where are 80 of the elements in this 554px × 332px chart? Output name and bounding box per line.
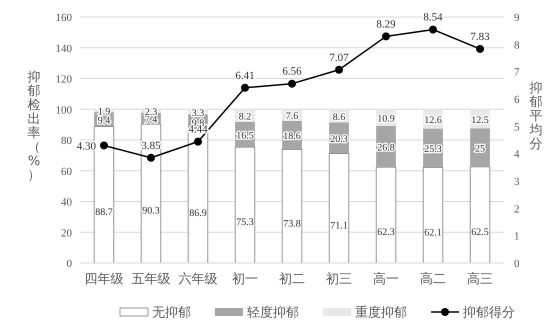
data-label: 20.3 [330, 134, 348, 146]
y-tick-label: 120 [56, 74, 72, 86]
data-label: 25.3 [424, 144, 442, 156]
data-label: 62.3 [377, 227, 395, 238]
y2-tick-label: 6 [514, 94, 520, 106]
data-label: 9.4 [98, 115, 110, 126]
data-label: 88.7 [95, 206, 113, 218]
data-label: 12.6 [424, 114, 442, 126]
data-label: 7.6 [286, 111, 298, 122]
y2-axis-title: 抑郁平均分 [528, 81, 542, 152]
data-label: 8.54 [423, 12, 444, 24]
y2-tick-label: 3 [514, 176, 520, 188]
data-label: 75.3 [236, 217, 254, 228]
y2-tick-label: 5 [514, 121, 520, 134]
data-label: 90.3 [142, 206, 160, 217]
y2-tick-label: 1 [514, 230, 520, 243]
x-tick-label: 高三 [467, 271, 494, 287]
point [429, 26, 438, 34]
data-label: 25 [475, 144, 486, 155]
data-label: 3.3 [192, 108, 204, 119]
y-tick-label: 0 [66, 258, 72, 270]
data-label: 62.5 [471, 226, 489, 238]
x-tick-label: 六年级 [178, 272, 218, 287]
legend-label: 重度抑郁 [355, 304, 407, 320]
y2-tick-label: 7 [514, 66, 520, 79]
point [335, 66, 344, 74]
point [382, 32, 390, 40]
x-tick-label: 五年级 [131, 272, 170, 287]
data-label: 6.41 [235, 70, 255, 82]
data-label: 71.1 [330, 220, 348, 232]
legend-label: 无抑郁 [152, 306, 191, 320]
point [476, 44, 484, 53]
point [100, 141, 108, 150]
x-tick-label: 初一 [232, 272, 258, 287]
y2-tick-label: 8 [514, 39, 520, 52]
data-label: 7.83 [470, 30, 490, 43]
y-tick-label: 80 [61, 135, 72, 147]
y-tick-label: 20 [61, 227, 72, 240]
data-label: 10.9 [377, 114, 395, 125]
point [288, 80, 296, 88]
data-label: 7.4 [144, 114, 158, 126]
y2-tick-label: 0 [514, 258, 520, 270]
y-axis-title: 抑郁检出率（%） [28, 70, 40, 183]
legend-label: 抑郁得分 [463, 306, 515, 320]
data-label: 1.9 [98, 106, 110, 118]
bar [282, 149, 302, 264]
x-tick-label: 高一 [373, 271, 400, 287]
data-label: 7.07 [329, 52, 350, 64]
legend-label: 轻度抑郁 [247, 304, 299, 320]
bar [234, 146, 256, 264]
y-tick-label: 100 [56, 104, 72, 116]
y2-tick-label: 4 [514, 148, 520, 161]
x-tick-label: 初三 [326, 272, 352, 287]
data-label: 3.85 [141, 140, 162, 152]
data-label: 12.5 [471, 114, 489, 126]
y-tick-label: 160 [56, 12, 72, 24]
data-label: 18.6 [283, 131, 301, 142]
bar [94, 126, 114, 264]
x-tick-label: 高二 [420, 271, 446, 287]
y-tick-label: 60 [61, 166, 72, 178]
data-label: 4.44 [188, 124, 208, 136]
x-tick-label: 四年级 [84, 272, 124, 287]
data-label: 16.5 [236, 130, 254, 142]
point [240, 84, 249, 92]
data-label: 6.56 [282, 66, 302, 78]
data-label: 8.29 [376, 18, 396, 30]
point [194, 138, 202, 146]
y2-tick-label: 2 [514, 203, 520, 216]
data-label: 73.8 [283, 218, 301, 230]
data-label: 8.6 [332, 112, 346, 123]
y2-tick-label: 9 [514, 12, 520, 24]
data-label: 8.2 [238, 112, 252, 123]
data-label: 26.8 [377, 142, 395, 154]
bar [328, 153, 350, 264]
point [146, 154, 155, 162]
y-tick-label: 140 [56, 42, 72, 55]
x-tick-label: 初二 [279, 272, 305, 287]
data-label: 62.1 [424, 227, 442, 238]
data-label: 86.9 [189, 208, 207, 220]
y-tick-label: 40 [61, 196, 72, 208]
